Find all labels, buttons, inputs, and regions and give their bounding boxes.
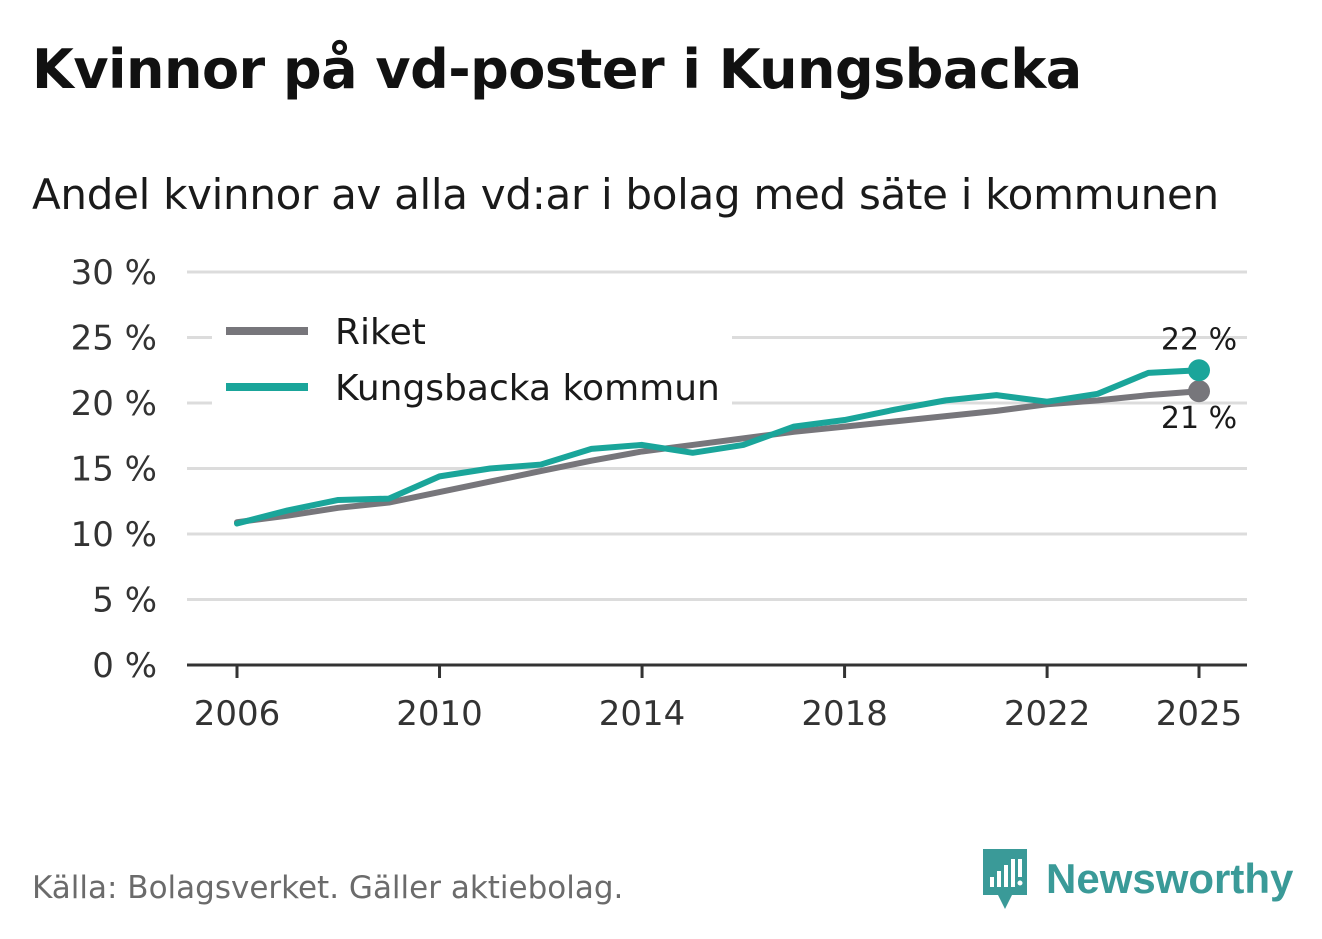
y-tick-label: 25 % <box>71 319 157 359</box>
chart-title: Kvinnor på vd-poster i Kungsbacka <box>32 38 1082 101</box>
brand-logo: Newsworthy <box>980 846 1293 912</box>
end-value-label: 22 % <box>1161 322 1237 357</box>
x-tick-label: 2010 <box>396 694 483 734</box>
x-tick-label: 2018 <box>801 694 888 734</box>
legend-label: Kungsbacka kommun <box>335 368 720 409</box>
series-line <box>234 388 1202 526</box>
x-tick-label: 2014 <box>599 694 686 734</box>
chart-series <box>234 359 1210 527</box>
end-value-label: 21 % <box>1161 401 1237 436</box>
y-axis: 0 % 5 % 10 % 15 % 20 % 25 % 30 % <box>71 253 157 686</box>
chart-legend: Riket Kungsbacka kommun <box>212 300 732 410</box>
legend-background <box>212 300 732 410</box>
x-tick-label: 2022 <box>1004 694 1091 734</box>
series-end-point <box>1188 380 1210 403</box>
y-tick-label: 20 % <box>71 384 157 424</box>
x-tick-label: 2006 <box>194 694 281 734</box>
y-tick-label: 30 % <box>71 253 157 293</box>
y-tick-label: 15 % <box>71 450 157 490</box>
y-tick-label: 5 % <box>92 581 157 621</box>
x-tick-label: 2025 <box>1156 694 1243 734</box>
series-line <box>234 367 1202 527</box>
y-tick-label: 0 % <box>92 646 157 686</box>
y-tick-label: 10 % <box>71 515 157 555</box>
newsworthy-logo-icon <box>983 849 1027 909</box>
series-end-point <box>1188 359 1210 382</box>
x-axis: 2006 2010 2014 2018 2022 2025 <box>187 663 1247 734</box>
chart-subtitle: Andel kvinnor av alla vd:ar i bolag med … <box>32 170 1219 219</box>
legend-label: Riket <box>335 312 426 353</box>
source-note: Källa: Bolagsverket. Gäller aktiebolag. <box>32 870 624 906</box>
end-labels: 22 % 21 % <box>1161 322 1237 436</box>
brand-name: Newsworthy <box>1046 855 1294 902</box>
